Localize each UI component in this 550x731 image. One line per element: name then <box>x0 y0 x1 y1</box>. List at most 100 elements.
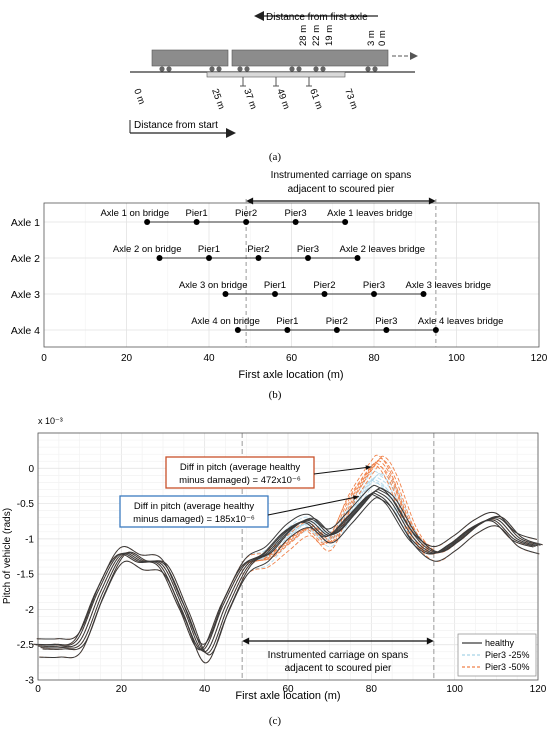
top-mark-label: 3 m <box>366 30 377 46</box>
b-event-point <box>305 255 311 261</box>
c-series-line <box>33 464 534 651</box>
c-series-line <box>40 474 541 654</box>
b-event-point <box>243 219 250 225</box>
b-x-tick-labels: 0 20 40 60 80 100 120 <box>41 353 548 364</box>
c-carriage-arrow-right <box>426 637 434 645</box>
panel-c-chart: 0 20 40 60 80 100 120 -3 -2.5 -2 -1.5 -1 -0.5 0 x 10… <box>2 416 547 727</box>
b-carriage-arrow-right <box>428 197 436 205</box>
c-x-tick-labels: 0 20 40 60 80 100 120 <box>35 684 547 695</box>
bridge-piers <box>240 77 312 87</box>
c-x-axis-label: First axle location (m) <box>235 690 340 702</box>
b-event-label: Pier1 <box>186 208 208 219</box>
b-event-label: Axle 2 leaves bridge <box>340 244 426 255</box>
c-series-line <box>42 472 543 656</box>
b-x-tick: 40 <box>203 353 215 364</box>
b-event-point <box>342 219 349 225</box>
b-event-point <box>284 327 291 333</box>
b-event-point <box>144 219 151 225</box>
b-event-label: Pier2 <box>247 244 269 255</box>
c-y-tick: -3 <box>25 676 34 687</box>
orange-callout-line-2: minus damaged) = 472x10⁻⁶ <box>179 475 301 486</box>
orange-callout-arrow <box>313 466 372 475</box>
b-carriage-annotation: Instrumented carriage on spans adjacent … <box>245 170 437 347</box>
wheels <box>159 66 378 72</box>
b-event-label: Pier1 <box>276 316 298 327</box>
blue-callout-line-1: Diff in pitch (average healthy <box>134 501 254 512</box>
b-event-label: Pier3 <box>285 208 307 219</box>
caption-b: (b) <box>269 389 282 401</box>
c-orange-callout: Diff in pitch (average healthy minus dam… <box>165 456 372 489</box>
b-event-label: Axle 2 on bridge <box>113 244 182 255</box>
c-carriage-label-1: Instrumented carriage on spans <box>268 650 409 661</box>
c-series-line <box>36 470 537 645</box>
b-event-point <box>156 255 163 261</box>
c-plot-frame <box>37 432 539 681</box>
b-axle-rows: Axle 1 on bridge Pier1 Pier2 Pier3 Axle 1 le… <box>100 208 503 333</box>
b-event-label: Pier3 <box>375 316 397 327</box>
b-event-label: Pier2 <box>326 316 348 327</box>
c-x-tick: 80 <box>366 684 378 695</box>
c-y-tick: -1 <box>25 534 34 545</box>
bottom-mark-label: 25 m <box>209 87 227 111</box>
c-series-line <box>39 497 540 664</box>
b-event-point <box>255 255 262 261</box>
b-event-point <box>234 327 241 333</box>
legend-label-pier50: Pier3 -50% <box>485 662 530 672</box>
bottom-arrow-head <box>226 128 236 138</box>
b-x-tick: 0 <box>41 353 47 364</box>
b-event-label: Axle 1 leaves bridge <box>327 208 413 219</box>
b-x-tick: 80 <box>368 353 380 364</box>
c-y-tick: -2.5 <box>17 640 35 651</box>
panel-b-chart: Instrumented carriage on spans adjacent … <box>11 170 548 401</box>
b-y-category: Axle 3 <box>11 289 40 301</box>
b-x-tick: 100 <box>448 353 465 364</box>
c-blue-callout: Diff in pitch (average healthy minus dam… <box>119 495 359 528</box>
top-mark-label: 28 m <box>298 25 309 46</box>
b-event-point <box>206 255 212 261</box>
b-event-label: Pier1 <box>198 244 220 255</box>
bridge-deck <box>206 71 346 78</box>
b-event-point <box>371 291 377 297</box>
blue-callout-box <box>119 495 269 528</box>
caption-a: (a) <box>269 151 282 163</box>
b-event-label: Pier2 <box>313 280 335 291</box>
b-event-point <box>292 219 299 225</box>
c-series-line <box>35 462 536 651</box>
bottom-mark-label: 73 m <box>342 87 360 111</box>
c-series-line <box>35 478 536 651</box>
bottom-mark-label: 49 m <box>274 87 292 111</box>
blue-callout-line-2: minus damaged) = 185x10⁻⁶ <box>133 514 255 525</box>
c-y-axis-label: Pitch of vehicle (rads) <box>2 508 13 604</box>
legend-label-pier25: Pier3 -25% <box>485 650 530 660</box>
bottom-distance-marks: 0 m 25 m 37 m 49 m 61 m 73 m <box>131 87 360 111</box>
blue-arrow-head <box>352 495 359 500</box>
b-event-label: Pier3 <box>363 280 385 291</box>
c-x-tick: 60 <box>282 684 294 695</box>
b-event-point <box>333 327 340 333</box>
b-event-point <box>272 291 278 297</box>
b-event-label: Pier1 <box>264 280 286 291</box>
orange-callout-box <box>165 456 315 489</box>
b-event-label: Axle 1 on bridge <box>100 208 169 219</box>
c-carriage-label-2: adjacent to scoured pier <box>285 663 392 674</box>
legend-box <box>457 633 537 677</box>
b-y-category-labels: Axle 1 Axle 2 Axle 3 Axle 4 <box>11 217 40 337</box>
blue-callout-arrow <box>267 495 359 516</box>
c-series-line <box>37 476 539 653</box>
top-arrow-head <box>254 11 264 21</box>
top-arrow-label: Distance from first axle <box>266 12 368 23</box>
top-mark-label: 22 m <box>311 25 322 46</box>
c-y-tick-labels: -3 -2.5 -2 -1.5 -1 -0.5 0 <box>17 464 35 687</box>
c-carriage-arrow-left <box>242 637 250 645</box>
top-mark-label: 19 m <box>324 25 335 46</box>
rear-carriage <box>151 49 229 67</box>
c-series-line <box>42 487 543 656</box>
b-event-point <box>383 327 390 333</box>
b-x-axis-label: First axle location (m) <box>238 369 343 381</box>
b-event-label: Pier2 <box>235 208 257 219</box>
c-x-tick: 120 <box>530 684 547 695</box>
top-mark-label: 0 m <box>377 30 388 46</box>
instrumented-carriage <box>231 49 389 67</box>
c-legend: healthy Pier3 -25% Pier3 -50% <box>457 633 537 677</box>
